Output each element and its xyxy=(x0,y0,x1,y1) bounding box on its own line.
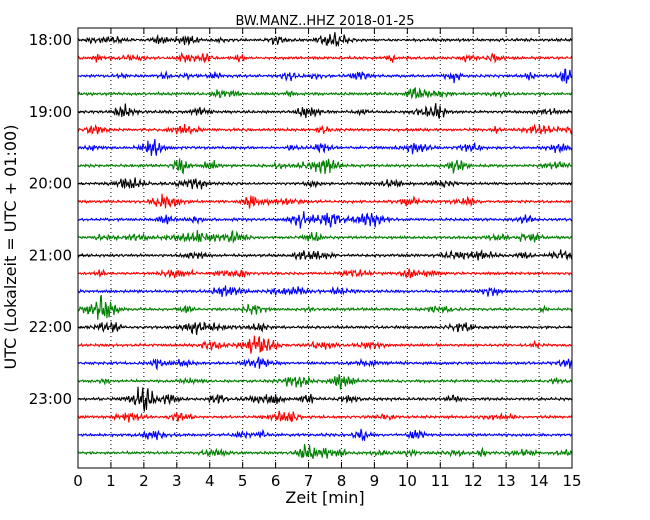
x-tick-label: 4 xyxy=(205,472,215,490)
y-tick-label: 19:00 xyxy=(29,103,72,121)
trace-2345 xyxy=(77,443,573,460)
trace-1915 xyxy=(77,123,573,136)
x-tick-label: 9 xyxy=(370,472,380,490)
trace-1945 xyxy=(78,158,573,175)
trace-2230 xyxy=(77,355,573,371)
y-tick-label: 18:00 xyxy=(29,31,72,49)
x-tick-label: 12 xyxy=(464,472,483,490)
trace-2100 xyxy=(77,249,573,261)
x-tick-label: 3 xyxy=(172,472,182,490)
trace-2115 xyxy=(77,268,573,279)
x-tick-label: 14 xyxy=(530,472,549,490)
y-tick-label: 20:00 xyxy=(29,175,72,193)
trace-2130 xyxy=(77,285,573,298)
chart-title: BW.MANZ..HHZ 2018-01-25 xyxy=(235,14,414,29)
traces-layer xyxy=(77,32,573,460)
x-tick-label: 8 xyxy=(337,472,347,490)
trace-2045 xyxy=(77,229,573,244)
y-tick-label: 22:00 xyxy=(29,318,72,336)
trace-2200 xyxy=(77,320,573,336)
x-axis-label: Zeit [min] xyxy=(285,488,364,507)
trace-2000 xyxy=(77,177,573,190)
x-tick-label: 5 xyxy=(238,472,248,490)
x-tick-label: 15 xyxy=(562,472,581,490)
y-tick-label: 23:00 xyxy=(29,390,72,408)
x-tick-label: 0 xyxy=(73,472,83,490)
x-tick-label: 7 xyxy=(304,472,314,490)
trace-2030 xyxy=(77,211,573,229)
x-tick-label: 6 xyxy=(271,472,281,490)
trace-1900 xyxy=(77,103,573,119)
trace-1845 xyxy=(77,86,573,100)
trace-2300 xyxy=(77,386,573,412)
trace-2245 xyxy=(77,374,573,390)
trace-1800 xyxy=(77,32,573,48)
x-tick-label: 13 xyxy=(497,472,516,490)
x-tick-label: 11 xyxy=(431,472,450,490)
trace-1815 xyxy=(77,51,573,64)
trace-2015 xyxy=(77,193,573,209)
trace-2145 xyxy=(77,294,573,320)
trace-1830 xyxy=(77,68,573,84)
x-tick-label: 1 xyxy=(106,472,116,490)
trace-2315 xyxy=(77,410,573,423)
grid-layer xyxy=(110,28,540,468)
x-tick-label: 10 xyxy=(398,472,417,490)
y-tick-label: 21:00 xyxy=(29,246,72,264)
plot-frame xyxy=(77,27,573,469)
y-axis-label: UTC (Lokalzeit = UTC + 01:00) xyxy=(1,125,20,370)
trace-2330 xyxy=(77,428,573,442)
y-axis: 18:00 19:00 20:00 21:00 22:00 23:00 xyxy=(29,31,572,408)
x-tick-label: 2 xyxy=(139,472,149,490)
trace-2215 xyxy=(77,335,573,354)
x-axis: 0 1 2 3 4 5 6 7 8 9 10 11 12 13 14 15 xyxy=(73,28,582,490)
trace-1930 xyxy=(77,138,573,156)
